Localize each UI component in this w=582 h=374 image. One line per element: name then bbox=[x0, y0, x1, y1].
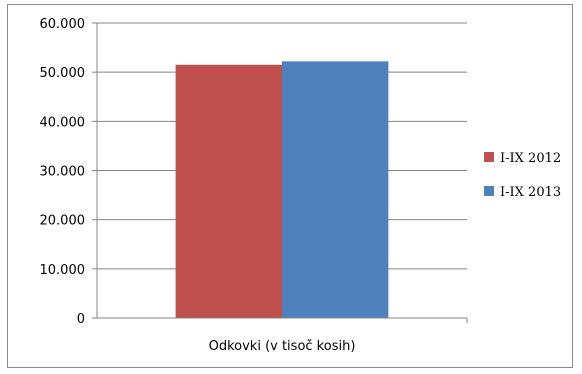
legend-swatch bbox=[484, 186, 494, 196]
y-tick-label: 20.000 bbox=[40, 214, 86, 229]
bars bbox=[175, 61, 389, 319]
y-tick-label: 40.000 bbox=[40, 115, 86, 130]
legend-swatch bbox=[484, 152, 494, 162]
legend: I-IX 2012 I-IX 2013 bbox=[484, 151, 561, 200]
y-tick-label: 10.000 bbox=[40, 263, 86, 278]
axes bbox=[92, 22, 468, 323]
y-tick-labels: 0 10.000 20.000 30.000 40.000 50.000 60.000 bbox=[40, 17, 86, 327]
legend-entry: I-IX 2013 bbox=[500, 185, 561, 200]
y-tick-label: 50.000 bbox=[40, 66, 86, 81]
bar-i-ix-2012 bbox=[175, 64, 282, 319]
y-tick-label: 30.000 bbox=[40, 165, 86, 180]
y-tick-label: 60.000 bbox=[40, 17, 86, 32]
x-category-label: Odkovki (v tisoč kosih) bbox=[209, 339, 356, 354]
y-tick-label: 0 bbox=[77, 312, 85, 327]
legend-entry: I-IX 2012 bbox=[500, 151, 561, 166]
bar-i-ix-2013 bbox=[282, 61, 389, 318]
x-category-labels: Odkovki (v tisoč kosih) bbox=[209, 339, 356, 354]
